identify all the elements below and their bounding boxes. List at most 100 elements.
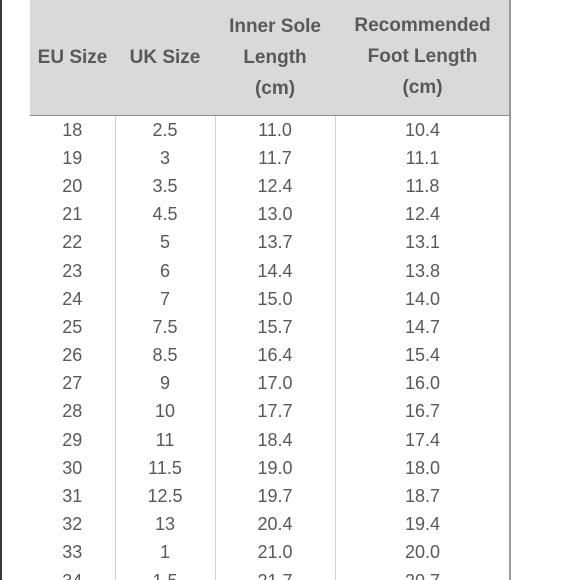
max-foot-length-cell: 16.7 bbox=[335, 397, 511, 427]
header-max-line-4: (cm) bbox=[402, 77, 443, 98]
inner-sole-cell: 15.0 bbox=[215, 285, 336, 314]
header-max-line-1: Max bbox=[335, 0, 510, 10]
header-inner-line-3: (cm) bbox=[254, 78, 296, 99]
header-max-foot-length: Max Recommended Foot Length (cm) bbox=[335, 0, 510, 116]
table-row: 18 2.5 11.0 10.4 bbox=[30, 115, 511, 145]
uk-size-cell: 8.5 bbox=[115, 341, 216, 370]
max-foot-length-cell: 11.1 bbox=[335, 144, 511, 173]
max-foot-length-cell: 20.0 bbox=[335, 538, 511, 567]
inner-sole-cell: 14.4 bbox=[215, 256, 336, 286]
table-row: 30 11.5 19.0 18.0 bbox=[30, 454, 511, 483]
eu-size-cell: 19 bbox=[30, 144, 116, 173]
uk-size-cell: 10 bbox=[115, 397, 216, 427]
max-foot-length-cell: 18.0 bbox=[335, 454, 511, 483]
header-inner-line-1: Inner Sole bbox=[229, 16, 321, 37]
header-max-line-3: Foot Length bbox=[367, 46, 478, 67]
max-foot-length-cell: 19.4 bbox=[335, 510, 511, 539]
header-inner-sole-length: Inner Sole Length (cm) bbox=[215, 0, 335, 116]
left-border bbox=[0, 0, 2, 580]
uk-size-cell: 1 bbox=[115, 538, 216, 567]
max-foot-length-cell: 10.4 bbox=[335, 115, 511, 145]
uk-size-cell: 11.5 bbox=[115, 454, 216, 483]
table-row: 25 7.5 15.7 14.7 bbox=[30, 313, 511, 342]
eu-size-cell: 18 bbox=[30, 115, 116, 145]
inner-sole-cell: 21.0 bbox=[215, 538, 336, 567]
eu-size-cell: 22 bbox=[30, 228, 116, 257]
inner-sole-cell: 18.4 bbox=[215, 426, 336, 455]
eu-size-cell: 29 bbox=[30, 426, 116, 455]
max-foot-length-cell: 13.8 bbox=[335, 256, 511, 286]
uk-size-cell: 7 bbox=[115, 285, 216, 314]
inner-sole-cell: 16.4 bbox=[215, 341, 336, 370]
table-row: 20 3.5 12.4 11.8 bbox=[30, 172, 511, 201]
inner-sole-cell: 13.0 bbox=[215, 200, 336, 229]
uk-size-cell: 5 bbox=[115, 228, 216, 257]
eu-size-cell: 25 bbox=[30, 313, 116, 342]
table-row: 24 7 15.0 14.0 bbox=[30, 285, 511, 314]
table-row: 341.521.720.7 bbox=[30, 567, 511, 580]
table-row: 29 11 18.4 17.4 bbox=[30, 426, 511, 455]
uk-size-cell: 1.5 bbox=[115, 567, 216, 580]
inner-sole-cell: 13.7 bbox=[215, 228, 336, 257]
header-eu-size: EU Size bbox=[30, 0, 115, 116]
max-foot-length-cell: 16.0 bbox=[335, 369, 511, 398]
table-row: 31 12.5 19.7 18.7 bbox=[30, 482, 511, 511]
header-row: EU Size UK Size Inner Sole Length (cm) M… bbox=[30, 0, 510, 116]
inner-sole-cell: 15.7 bbox=[215, 313, 336, 342]
eu-size-cell: 27 bbox=[30, 369, 116, 398]
uk-size-cell: 12.5 bbox=[115, 482, 216, 511]
max-foot-length-cell: 14.0 bbox=[335, 285, 511, 314]
table-row: 21 4.5 13.0 12.4 bbox=[30, 200, 511, 229]
max-foot-length-cell: 18.7 bbox=[335, 482, 511, 511]
uk-size-cell: 7.5 bbox=[115, 313, 216, 342]
inner-sole-cell: 20.4 bbox=[215, 510, 336, 539]
table-row: 27 9 17.0 16.0 bbox=[30, 369, 511, 398]
uk-size-cell: 9 bbox=[115, 369, 216, 398]
table-row: 33 1 21.0 20.0 bbox=[30, 538, 511, 567]
inner-sole-cell: 12.4 bbox=[215, 172, 336, 201]
size-chart-table: EU Size UK Size Inner Sole Length (cm) M… bbox=[30, 0, 511, 580]
header-uk-line-1: UK Size bbox=[129, 47, 201, 68]
header-max-line-2: Recommended bbox=[354, 15, 491, 36]
max-foot-length-cell: 13.1 bbox=[335, 228, 511, 257]
table-body: 18 2.5 11.0 10.4 19 3 11.7 11.1 20 3.5 12.4 11.8 21 4… bbox=[30, 115, 511, 580]
uk-size-cell: 6 bbox=[115, 256, 216, 286]
inner-sole-cell: 19.0 bbox=[215, 454, 336, 483]
inner-sole-cell: 17.0 bbox=[215, 369, 336, 398]
uk-size-cell: 4.5 bbox=[115, 200, 216, 229]
table-row: 19 3 11.7 11.1 bbox=[30, 144, 511, 173]
uk-size-cell: 13 bbox=[115, 510, 216, 539]
max-foot-length-cell: 12.4 bbox=[335, 200, 511, 229]
header-uk-size: UK Size bbox=[115, 0, 215, 116]
uk-size-cell: 11 bbox=[115, 426, 216, 455]
table-row: 26 8.5 16.4 15.4 bbox=[30, 341, 511, 370]
inner-sole-cell: 11.7 bbox=[215, 144, 336, 173]
eu-size-cell: 24 bbox=[30, 285, 116, 314]
header-max-lines: Max Recommended Foot Length (cm) bbox=[335, 0, 510, 103]
right-border bbox=[509, 0, 511, 580]
inner-sole-cell: 19.7 bbox=[215, 482, 336, 511]
eu-size-cell: 34 bbox=[30, 567, 116, 580]
eu-size-cell: 20 bbox=[30, 172, 116, 201]
table-row: 22 5 13.7 13.1 bbox=[30, 228, 511, 257]
max-foot-length-cell: 11.8 bbox=[335, 172, 511, 201]
eu-size-cell: 31 bbox=[30, 482, 116, 511]
eu-size-cell: 33 bbox=[30, 538, 116, 567]
table-row: 28 10 17.7 16.7 bbox=[30, 397, 511, 427]
eu-size-cell: 30 bbox=[30, 454, 116, 483]
max-foot-length-cell: 20.7 bbox=[335, 567, 511, 580]
eu-size-cell: 21 bbox=[30, 200, 116, 229]
max-foot-length-cell: 15.4 bbox=[335, 341, 511, 370]
header-inner-line-2: Length bbox=[243, 47, 307, 68]
eu-size-cell: 32 bbox=[30, 510, 116, 539]
max-foot-length-cell: 17.4 bbox=[335, 426, 511, 455]
inner-sole-cell: 21.7 bbox=[215, 567, 336, 580]
uk-size-cell: 2.5 bbox=[115, 115, 216, 145]
eu-size-cell: 28 bbox=[30, 397, 116, 427]
inner-sole-cell: 11.0 bbox=[215, 115, 336, 145]
inner-sole-cell: 17.7 bbox=[215, 397, 336, 427]
eu-size-cell: 26 bbox=[30, 341, 116, 370]
table-row: 23 6 14.4 13.8 bbox=[30, 256, 511, 286]
max-foot-length-cell: 14.7 bbox=[335, 313, 511, 342]
